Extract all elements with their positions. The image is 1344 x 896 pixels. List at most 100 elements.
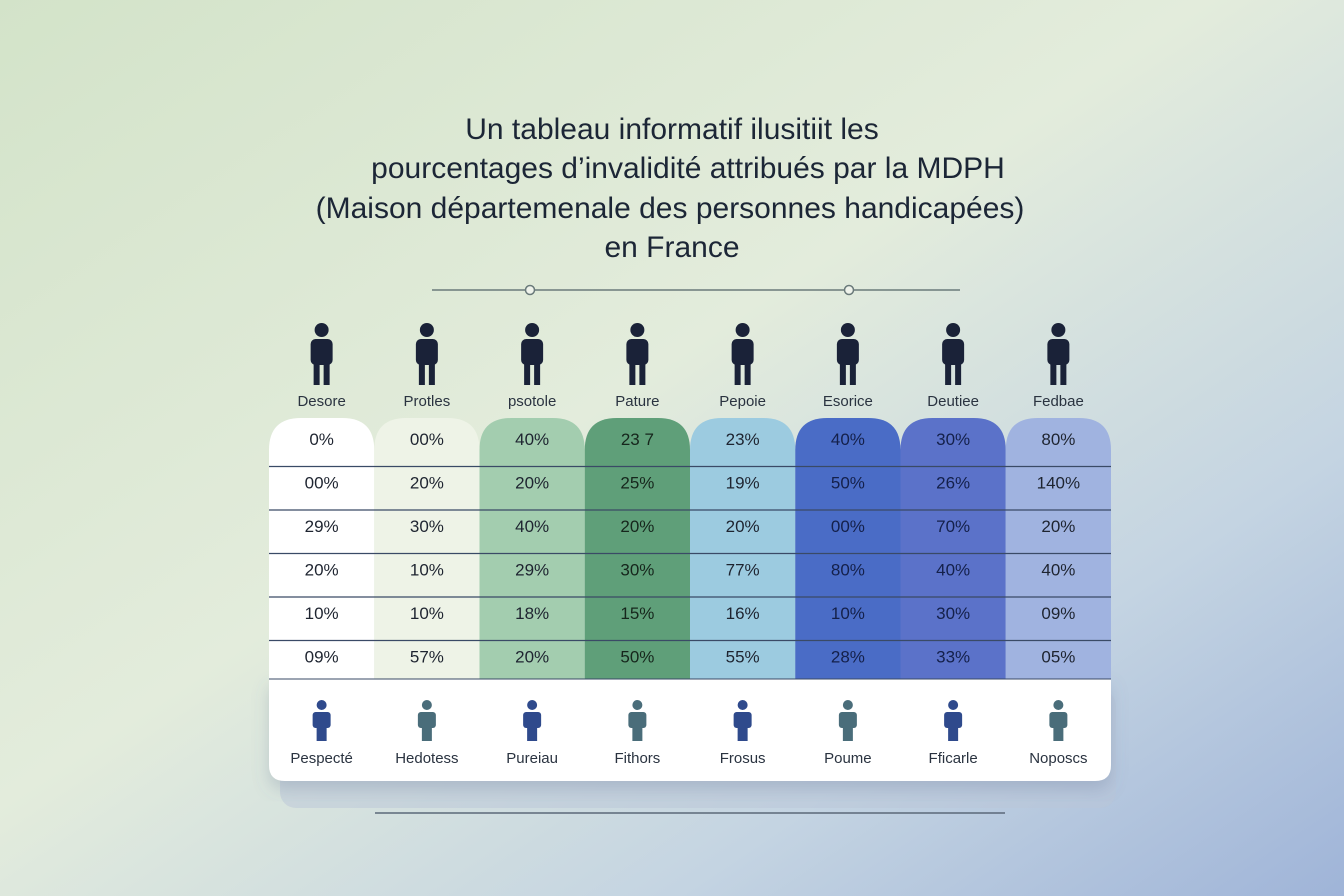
icon-head: [1051, 323, 1066, 337]
icon-body: [312, 712, 331, 728]
icon-body: [521, 339, 544, 365]
table-cell: 20%: [515, 474, 549, 493]
table-cell: 18%: [515, 604, 549, 623]
icon-leg: [313, 362, 320, 385]
table-cell: 80%: [831, 561, 865, 580]
icon-head: [946, 323, 961, 337]
icon-leg: [839, 362, 846, 385]
footer-label: Fficarle: [929, 750, 978, 767]
title-line: en France: [604, 231, 739, 264]
icon-leg: [849, 362, 856, 385]
table-cell: 00%: [410, 430, 444, 449]
table-cell: 140%: [1037, 474, 1080, 493]
icon-leg: [632, 727, 643, 741]
icon-leg: [1050, 362, 1057, 385]
icon-leg: [421, 727, 432, 741]
table-cell: 20%: [410, 474, 444, 493]
table-cell: 25%: [620, 474, 654, 493]
divider-dot: [843, 284, 855, 296]
footer-icon: [733, 700, 752, 741]
footer-icon: [838, 700, 857, 741]
icon-leg: [945, 362, 952, 385]
table-cell: 20%: [305, 561, 339, 580]
table-cell: 26%: [936, 474, 970, 493]
table-cell: 10%: [305, 604, 339, 623]
column-label: Desore: [297, 393, 345, 410]
table-cell: 33%: [936, 648, 970, 667]
person-icon: [836, 323, 859, 385]
icon-body: [523, 712, 542, 728]
table-cell: 09%: [1041, 604, 1075, 623]
icon-head: [525, 323, 540, 337]
table-cell: 80%: [1041, 430, 1075, 449]
person-icon: [415, 323, 438, 385]
table-cell: 10%: [410, 604, 444, 623]
icon-head: [421, 700, 432, 710]
divider-dot: [524, 284, 536, 296]
table-cell: 20%: [1041, 517, 1075, 536]
column-band: [1005, 418, 1111, 679]
column-label: psotole: [508, 393, 556, 410]
person-icon: [626, 323, 649, 385]
icon-head: [316, 700, 327, 710]
column-label: Protles: [404, 393, 451, 410]
icon-body: [628, 712, 647, 728]
table-cell: 20%: [620, 517, 654, 536]
icon-leg: [316, 727, 327, 741]
icon-head: [840, 323, 855, 337]
person-icon: [310, 323, 333, 385]
table-cell: 55%: [726, 648, 760, 667]
icon-leg: [1053, 727, 1064, 741]
icon-leg: [524, 362, 531, 385]
icon-body: [1049, 712, 1068, 728]
footer-label: Frosus: [720, 750, 766, 767]
column-band: [584, 418, 690, 679]
table-cell: 16%: [726, 604, 760, 623]
title: Un tableau informatif ilusitiit les pour…: [316, 113, 1025, 264]
table-cell: 09%: [305, 648, 339, 667]
table-cell: 57%: [410, 648, 444, 667]
icon-leg: [734, 362, 741, 385]
table-cell: 50%: [620, 648, 654, 667]
icon-leg: [842, 727, 853, 741]
table-cell: 15%: [620, 604, 654, 623]
person-icon: [521, 323, 544, 385]
table-cell: 50%: [831, 474, 865, 493]
table-cell: 40%: [936, 561, 970, 580]
footer-icon: [523, 700, 542, 741]
table-cell: 30%: [936, 604, 970, 623]
person-icon: [1047, 323, 1070, 385]
icon-body: [415, 339, 438, 365]
icon-leg: [527, 727, 538, 741]
icon-head: [630, 323, 645, 337]
footer-icon: [628, 700, 647, 741]
table-cell: 28%: [831, 648, 865, 667]
icon-leg: [737, 727, 748, 741]
icon-body: [944, 712, 963, 728]
icon-head: [419, 323, 434, 337]
table-cell: 10%: [410, 561, 444, 580]
icon-head: [1053, 700, 1064, 710]
table-cell: 30%: [410, 517, 444, 536]
table-cell: 0%: [309, 430, 334, 449]
table-cell: 77%: [726, 561, 760, 580]
icon-head: [737, 700, 748, 710]
icon-head: [314, 323, 329, 337]
table-cell: 23%: [726, 430, 760, 449]
table-cell: 00%: [831, 517, 865, 536]
footer-icon: [417, 700, 436, 741]
icon-leg: [948, 727, 959, 741]
column-band: [690, 418, 796, 679]
title-line: Un tableau informatif ilusitiit les: [465, 113, 879, 146]
icon-body: [417, 712, 436, 728]
footer-icon: [944, 700, 963, 741]
icon-body: [838, 712, 857, 728]
icon-leg: [955, 362, 962, 385]
icon-head: [735, 323, 750, 337]
table-cell: 10%: [831, 604, 865, 623]
icon-body: [733, 712, 752, 728]
footer-label: Pureiau: [506, 750, 558, 767]
icon-body: [836, 339, 859, 365]
icon-leg: [534, 362, 541, 385]
column-band: [900, 418, 1006, 679]
